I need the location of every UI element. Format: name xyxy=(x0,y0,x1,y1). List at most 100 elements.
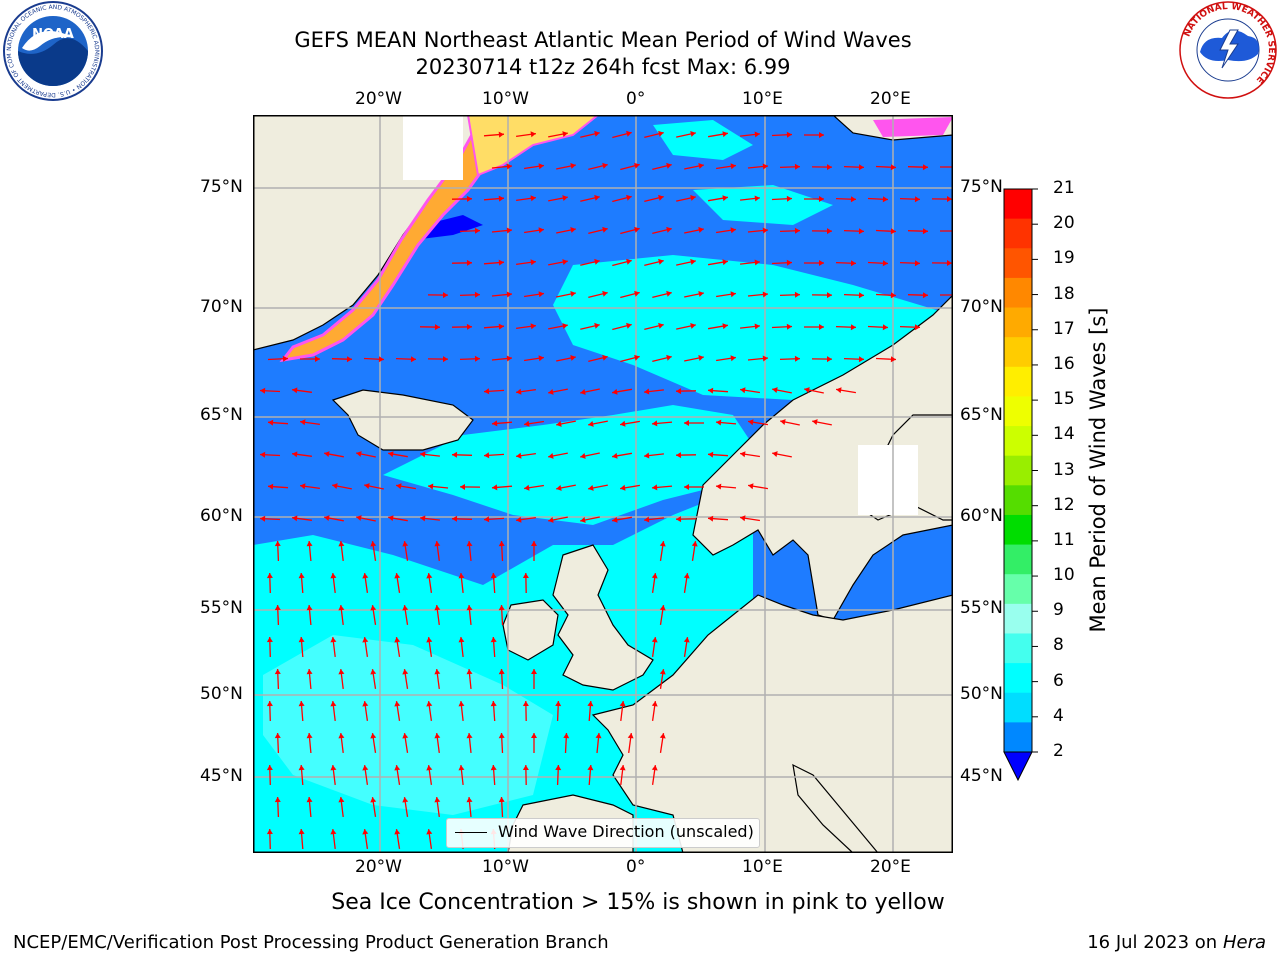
wave-arrow-head xyxy=(420,515,426,522)
lat-label-right-45n: 45°N xyxy=(960,766,1003,786)
colorbar-box xyxy=(1004,455,1032,486)
wave-arrow-head xyxy=(858,164,864,171)
wave-arrow-head xyxy=(538,355,544,362)
colorbar-tick-label: 2 xyxy=(1053,741,1064,761)
wave-arrow-head xyxy=(698,355,704,361)
wave-arrow-head xyxy=(306,733,313,739)
wave-arrow-head xyxy=(722,259,728,266)
wave-arrow-head xyxy=(538,163,544,170)
wave-arrow-head xyxy=(612,388,618,395)
colorbar-box xyxy=(1004,218,1032,249)
wave-arrow-head xyxy=(780,419,786,425)
wave-arrow-head xyxy=(492,484,498,491)
wave-arrow-head xyxy=(794,291,800,298)
colorbar-box xyxy=(1004,396,1032,427)
colorbar-box xyxy=(1004,277,1032,309)
wave-arrow-head xyxy=(266,573,273,579)
wave-arrow-head xyxy=(754,195,760,202)
wave-arrow-head xyxy=(516,452,522,459)
wave-arrow-head xyxy=(762,227,768,234)
wave-arrow-head xyxy=(890,228,896,235)
wave-arrow-head xyxy=(922,292,928,299)
wave-arrow-head xyxy=(260,387,266,394)
wave-arrow-head xyxy=(619,701,626,707)
wave-arrow-head xyxy=(484,388,490,395)
top-lon-label-20e: 20°E xyxy=(870,89,911,109)
wave-arrow-head xyxy=(644,452,650,459)
wave-arrow-head xyxy=(490,637,497,643)
footer-date: 16 Jul 2023 on Hera xyxy=(1087,932,1266,953)
land-iceland xyxy=(331,389,474,451)
colorbar-title: Mean Period of Wind Waves [s] xyxy=(1086,307,1110,633)
wave-arrow-head xyxy=(659,669,666,675)
wave-arrow-head xyxy=(356,515,362,521)
noaa-logo-text: NOAA xyxy=(32,27,74,42)
land-italy xyxy=(792,763,879,853)
wave-arrow-head xyxy=(580,517,586,523)
wave-arrow-head xyxy=(651,573,658,579)
footer-date-text: 16 Jul 2023 on xyxy=(1087,932,1223,953)
wave-arrow-head xyxy=(882,260,888,267)
wave-arrow-head xyxy=(282,355,288,362)
wave-arrow-head xyxy=(786,323,792,330)
colorbar-box xyxy=(1004,366,1032,397)
wave-arrow-head xyxy=(266,701,273,707)
wave-arrow-head xyxy=(698,163,704,169)
wave-arrow-head xyxy=(420,451,426,458)
wave-arrow-head xyxy=(522,573,529,578)
wave-arrow-head xyxy=(330,765,337,771)
wave-arrow-head xyxy=(819,260,824,266)
wave-arrow-head xyxy=(362,765,369,771)
land-britain xyxy=(552,544,654,691)
wave-arrow-head xyxy=(652,484,658,491)
colorbar xyxy=(1003,188,1038,782)
colorbar-box xyxy=(1004,722,1032,753)
lat-label-right-65n: 65°N xyxy=(960,405,1003,425)
noaa-logo: NATIONAL OCEANIC AND ATMOSPHERIC ADMINIS… xyxy=(2,0,103,101)
wave-arrow-head xyxy=(666,226,672,233)
wave-arrow-head xyxy=(658,194,664,201)
wave-arrow-head xyxy=(594,130,600,137)
wave-arrow-head xyxy=(658,258,664,265)
wave-arrow-head xyxy=(530,131,536,138)
colorbar-tick-label: 9 xyxy=(1053,600,1064,621)
wave-arrow-head xyxy=(730,227,736,234)
wave-arrow-head xyxy=(602,290,608,297)
wave-arrow-head xyxy=(332,483,338,489)
wave-arrow-head xyxy=(548,389,554,395)
wave-arrow-head xyxy=(292,451,298,458)
wave-arrow-head xyxy=(324,515,330,521)
wave-arrow-head xyxy=(819,132,824,138)
lat-label-left-50n: 50°N xyxy=(200,684,243,704)
wave-arrow-head xyxy=(330,637,337,643)
wave-arrow-head xyxy=(634,290,640,297)
wave-arrow-head xyxy=(338,669,345,675)
wave-arrow-head xyxy=(620,484,626,491)
wave-arrow-head xyxy=(716,483,722,490)
wave-arrow-head xyxy=(716,419,722,426)
wave-arrow-head xyxy=(298,573,305,579)
wave-arrow-head xyxy=(428,483,434,490)
wave-arrow-head xyxy=(434,797,441,803)
wave-arrow-head xyxy=(658,322,664,329)
footer-credit: NCEP/EMC/Verification Post Processing Pr… xyxy=(13,932,609,953)
wave-arrow-head xyxy=(370,669,377,675)
lat-label-left-55n: 55°N xyxy=(200,598,243,618)
wave-arrow-head xyxy=(651,765,658,771)
wave-arrow-head xyxy=(530,323,536,330)
graticule xyxy=(253,115,953,853)
wave-arrow-head xyxy=(786,131,792,138)
wave-arrow-head xyxy=(484,452,490,459)
wave-arrow-head xyxy=(274,605,281,611)
wave-arrow-head xyxy=(466,605,473,611)
wave-arrow-head xyxy=(426,701,433,707)
wave-arrow-head xyxy=(858,356,864,363)
wave-arrow-head xyxy=(394,765,401,771)
wave-arrow-head xyxy=(506,163,512,170)
wave-arrow-head xyxy=(434,733,441,739)
wave-arrow-head xyxy=(466,733,473,739)
wave-arrow-head xyxy=(298,765,305,771)
wave-arrow-head xyxy=(490,765,497,771)
wave-arrow-head xyxy=(698,227,704,233)
wave-arrow-head xyxy=(659,605,666,611)
